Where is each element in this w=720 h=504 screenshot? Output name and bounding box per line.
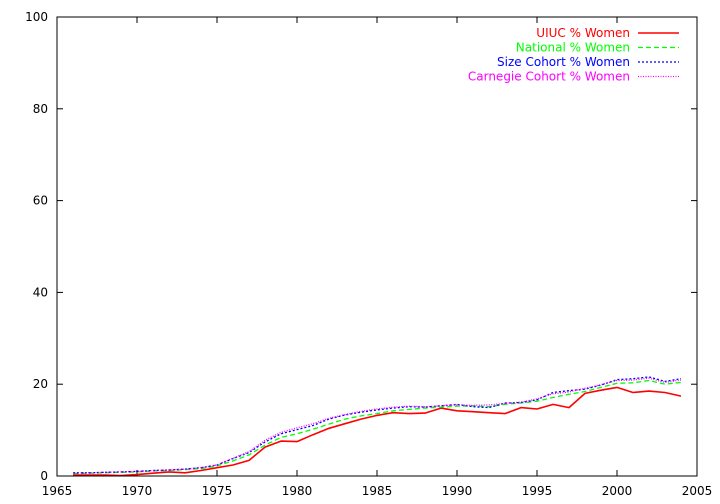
series-line-2 (73, 376, 682, 474)
series-line-1 (72, 379, 682, 475)
x-tick-label: 1965 (42, 484, 73, 498)
legend-label-3: Carnegie Cohort % Women (468, 70, 630, 84)
x-tick-label: 1995 (522, 484, 553, 498)
y-tick-label: 20 (33, 377, 48, 391)
series-line-3 (72, 377, 682, 474)
x-tick-label: 1970 (122, 484, 153, 498)
y-tick-label: 40 (33, 285, 48, 299)
axis-ticks: 1965 1970 1975 1980 1985 1990 1995 2000 2005 0 20 4… (25, 10, 712, 498)
y-tick-label: 60 (33, 194, 48, 208)
legend-label-2: Size Cohort % Women (497, 55, 630, 69)
x-tick-label: 2005 (682, 484, 713, 498)
legend-label-1: National % Women (516, 41, 630, 55)
plot-frame (56, 16, 698, 477)
y-tick-label: 80 (33, 102, 48, 116)
legend-label-0: UIUC % Women (536, 26, 630, 40)
x-tick-label: 1985 (362, 484, 393, 498)
x-tick-label: 1980 (282, 484, 313, 498)
series-lines (72, 376, 682, 477)
x-tick-label: 1990 (442, 484, 473, 498)
x-tick-label: 2000 (602, 484, 633, 498)
series-line-0 (73, 386, 682, 477)
y-tick-label: 100 (25, 10, 48, 24)
y-tick-label: 0 (40, 469, 48, 483)
x-tick-label: 1975 (202, 484, 233, 498)
